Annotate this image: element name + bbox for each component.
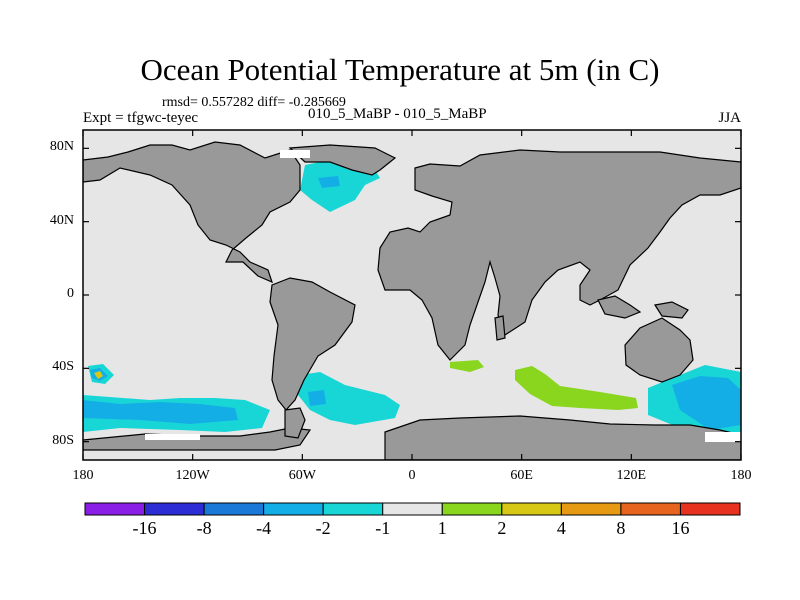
y-tick-label: 40N [49,212,74,228]
eurasia-africa [377,149,741,361]
colorbar-label: -16 [132,518,157,538]
south-atlantic-warm-patch [450,360,484,372]
y-tick-label: 80N [49,139,74,155]
colorbar-swatch [679,502,741,516]
colorbar-swatch [620,502,681,516]
colorbar-swatch [441,502,503,516]
map-title: Ocean Potential Temperature at 5m (in C) [140,52,660,87]
x-tick-label: 60W [288,468,316,483]
new-guinea [654,301,689,319]
colorbar-label: -1 [375,518,391,538]
experiment-label: Expt = tfgwc-teyec [83,110,199,126]
south-america [269,277,356,411]
y-tick-label: 0 [67,286,74,301]
madagascar [494,315,506,341]
yellow-anomaly-group [94,371,103,379]
cases-label: 010_5_MaBP - 010_5_MaBP [308,106,487,122]
x-tick-marks [82,130,742,460]
indonesia [597,295,642,319]
green-anomaly-group [450,360,638,410]
colorbar-swatch [263,502,324,516]
colorbar-label: 8 [616,518,626,538]
colorbar-swatch [560,502,622,516]
y-tick-marks [83,147,741,443]
drake-blue-patch [308,390,326,406]
north-america [83,141,301,284]
ice-shelf-east [705,432,741,442]
colorbar-swatch [144,502,205,516]
north-atlantic-blue-core [318,176,340,188]
colorbar-swatch [322,502,384,516]
polar-gap-north [280,150,310,158]
x-tick-label: 120E [616,468,647,483]
colorbar-label: 4 [556,518,566,538]
rmsd-diff-stats: rmsd= 0.557282 diff= -0.285669 [162,95,346,110]
greenland [288,144,397,176]
x-tick-label: 180 [72,468,94,483]
colorbar-swatch [203,502,265,516]
colorbar-swatch [84,502,146,516]
ice-shelf-west [145,434,200,440]
blue-anomaly-group [83,176,741,430]
colorbar-label: -8 [196,518,212,538]
colorbar-label: -4 [256,518,272,538]
colorbar-label: 2 [497,518,507,538]
australia [624,317,694,383]
drake-passage-anomaly [298,372,400,425]
colorbar-swatch [382,502,443,516]
southern-ocean-blue-patch [83,400,238,424]
south-indian-warm-patch [515,366,638,410]
colorbar-label: 16 [671,518,690,538]
colorbar [84,502,741,516]
colorbar-label: -2 [315,518,331,538]
x-tick-label: 60E [510,468,533,483]
antarctica-east [384,415,741,460]
tasman-blue-patch [672,376,741,430]
y-tick-label: 80S [52,432,74,448]
x-tick-label: 120W [175,468,210,483]
x-tick-label: 0 [408,468,416,483]
antarctic-peninsula [284,407,306,439]
colorbar-label: 1 [437,518,447,538]
y-tick-label: 40S [52,359,74,375]
season-label: JJA [718,110,741,126]
colorbar-swatch [501,502,562,516]
south-pacific-yellow-spot [94,371,103,379]
x-tick-label: 180 [730,468,752,483]
